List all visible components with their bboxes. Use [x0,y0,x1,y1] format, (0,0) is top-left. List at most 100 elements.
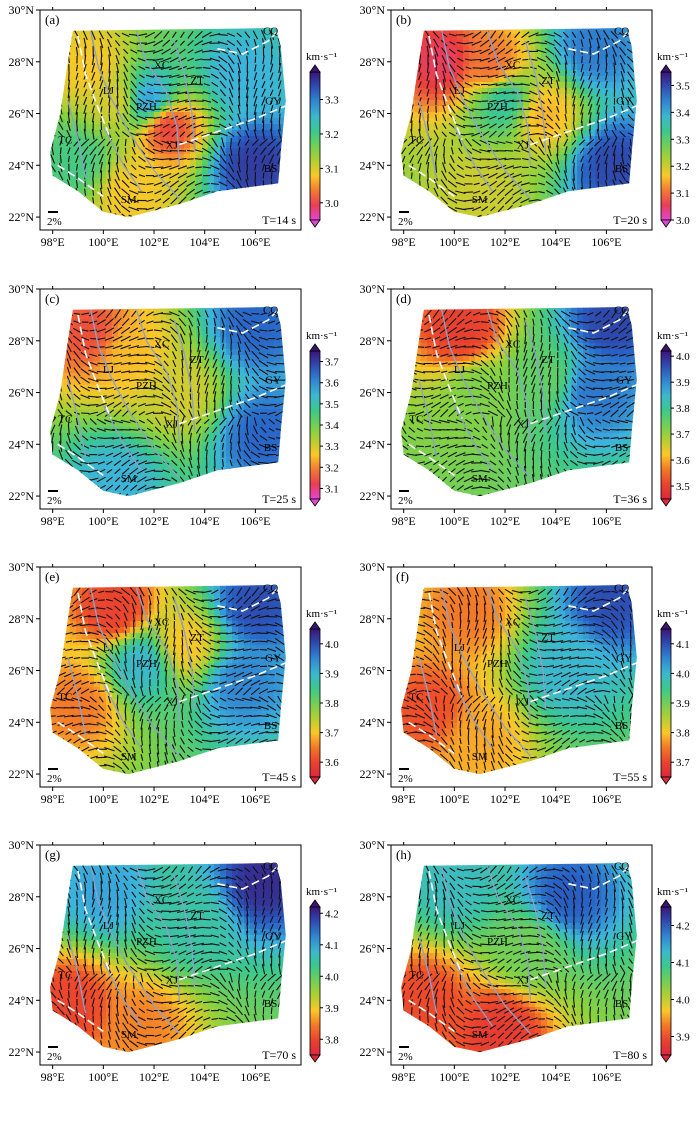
x-tick-label: 104°E [190,1070,220,1084]
colorbar [309,343,323,507]
block-boundary [217,306,282,334]
place-label-cq: CQ [263,861,278,873]
x-tick-label: 100°E [88,792,118,806]
fault-line [418,379,438,458]
fault-line [67,379,87,458]
place-label-pzh: PZH [487,936,508,948]
block-boundary [57,443,104,477]
block-boundary [568,862,633,890]
place-label-xj: XJ [166,419,179,431]
scale-bar-label: 2% [398,1051,413,1063]
y-tick-label: 26°N [360,664,386,678]
place-label-sm: SM [472,194,488,206]
colorbar-tick-label: 4.2 [325,908,339,920]
y-tick-label: 26°N [9,942,35,956]
x-tick-label: 102°E [139,1070,169,1084]
x-tick-label: 98°E [392,792,416,806]
colorbar-unit: km·s⁻¹ [657,886,688,898]
place-label-xc: XC [154,338,169,350]
colorbar-unit: km·s⁻¹ [657,51,688,63]
place-label-bs: BS [615,998,628,1010]
block-boundary [428,314,463,419]
scale-bar-label: 2% [47,1051,62,1063]
x-tick-label: 100°E [88,235,118,249]
x-tick-label: 98°E [392,1070,416,1084]
place-label-pzh: PZH [136,658,157,670]
place-label-sm: SM [121,751,137,763]
colorbar-unit: km·s⁻¹ [657,608,688,620]
place-label-cq: CQ [614,583,629,595]
period-label: T=25 s [262,492,296,506]
x-tick-label: 102°E [490,235,520,249]
y-tick-label: 24°N [360,993,386,1007]
place-label-cq: CQ [263,305,278,317]
block-boundary [179,105,287,146]
x-tick-label: 102°E [139,514,169,528]
place-label-tc: TC [409,969,423,981]
fault-line [90,865,180,1035]
place-label-zt: ZT [190,632,204,644]
y-tick-label: 22°N [360,767,386,781]
fault-line [173,319,196,432]
x-tick-label: 98°E [41,792,65,806]
colorbar [309,899,323,1063]
block-boundary [408,443,455,477]
colorbar-tick-label: 4.0 [676,668,690,680]
y-tick-label: 28°N [360,55,386,69]
scale-bar-label: 2% [47,216,62,228]
panel-label: (a) [45,12,59,27]
place-label-gy: GY [265,375,281,387]
place-label-tc: TC [58,691,72,703]
x-tick-label: 100°E [439,1070,469,1084]
colorbar-tick-label: 3.7 [676,757,690,769]
place-label-gy: GY [265,96,281,108]
colorbar-tick-label: 3.8 [676,728,690,740]
panel-label: (c) [45,291,59,306]
panel-label: (f) [396,569,409,584]
fault-line [486,865,532,1001]
colorbar-tick-label: 3.2 [325,129,339,141]
colorbar-tick-label: 3.8 [325,698,339,710]
scale-bar-label: 2% [398,216,413,228]
y-tick-label: 30°N [360,560,386,574]
fault-line [441,865,531,1035]
colorbar-tick-label: 3.5 [676,80,690,92]
y-tick-label: 30°N [360,3,386,17]
place-label-bs: BS [615,720,628,732]
y-tick-label: 26°N [9,386,35,400]
y-tick-label: 28°N [360,612,386,626]
block-boundary [217,27,282,55]
fault-line [486,309,532,445]
colorbar-tick-label: 3.7 [325,357,339,369]
fault-line [453,961,493,1027]
place-label-pzh: PZH [136,101,157,113]
x-tick-label: 106°E [591,514,621,528]
place-label-zt: ZT [190,75,204,87]
fault-line [441,309,531,479]
place-label-pzh: PZH [136,380,157,392]
place-label-xc: XC [505,59,520,71]
place-label-xc: XC [154,894,169,906]
x-tick-label: 104°E [541,1070,571,1084]
block-boundary [428,870,463,975]
x-tick-label: 104°E [190,514,220,528]
colorbar-tick-label: 3.7 [676,429,690,441]
block-boundary [530,940,638,981]
place-label-xj: XJ [166,140,179,152]
place-label-sm: SM [472,473,488,485]
fault-line [486,30,532,166]
place-label-bs: BS [264,163,277,175]
place-label-pzh: PZH [487,380,508,392]
y-tick-label: 28°N [360,334,386,348]
panel-e: 98°E 100°E 102°E 104°E 106°E 22°N 24°N 26°N 28°N… [9,560,340,806]
fault-line [524,875,547,988]
y-tick-label: 22°N [360,489,386,503]
fault-line [486,587,532,723]
fault-line [135,309,181,445]
fault-line [418,935,438,1014]
colorbar-unit: km·s⁻¹ [306,330,337,342]
period-label: T=80 s [613,1048,647,1062]
period-label: T=70 s [262,1048,296,1062]
fault-line [102,683,142,749]
x-tick-label: 100°E [439,792,469,806]
